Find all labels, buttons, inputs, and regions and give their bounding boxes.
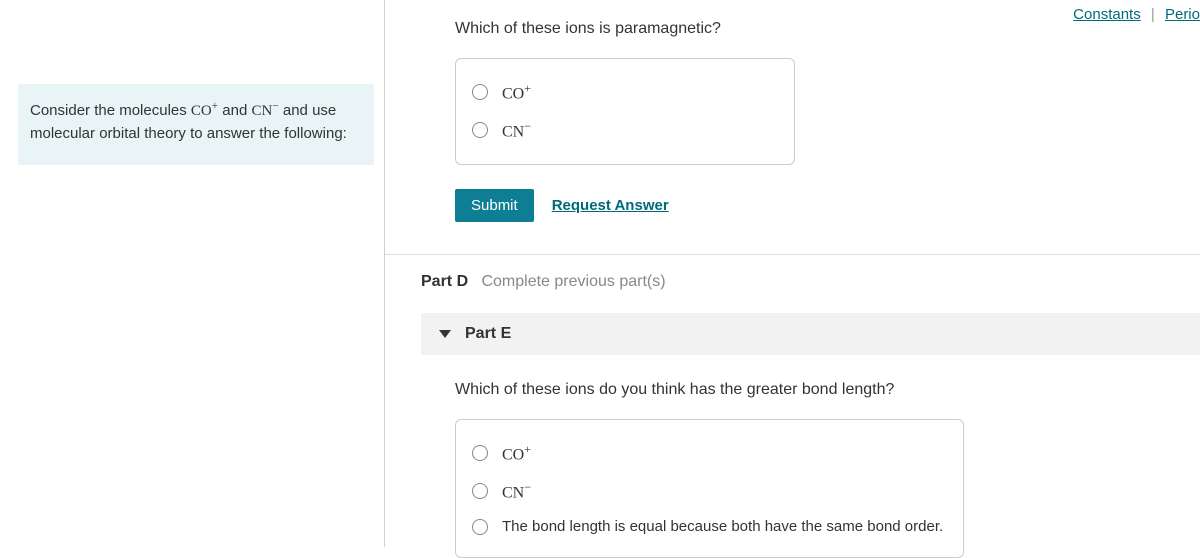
part-c-actions: Submit Request Answer	[455, 189, 1200, 222]
choice-label: CN−	[502, 119, 531, 141]
top-links: Constants | Perio	[1073, 6, 1200, 23]
choice-cn-minus[interactable]: CN−	[468, 111, 778, 149]
radio-icon[interactable]	[472, 483, 488, 499]
choice-label: CO+	[502, 81, 531, 103]
choice-e-cn-minus[interactable]: CN−	[468, 472, 947, 510]
choice-e-equal[interactable]: The bond length is equal because both ha…	[468, 510, 947, 543]
part-d-label: Part D	[421, 273, 468, 290]
part-e-header[interactable]: Part E	[421, 313, 1200, 355]
choice-co-plus[interactable]: CO+	[468, 73, 778, 111]
request-answer-link[interactable]: Request Answer	[552, 197, 669, 214]
part-d-row: Part D Complete previous part(s)	[421, 273, 1200, 291]
radio-icon[interactable]	[472, 84, 488, 100]
choice-label: CO+	[502, 442, 531, 464]
prompt-prefix: Consider the molecules	[30, 102, 191, 119]
part-e-title: Part E	[465, 325, 511, 343]
radio-icon[interactable]	[472, 122, 488, 138]
periodic-link[interactable]: Perio	[1165, 6, 1200, 23]
choice-e-co-plus[interactable]: CO+	[468, 434, 947, 472]
submit-button[interactable]: Submit	[455, 189, 534, 222]
choice-label: The bond length is equal because both ha…	[502, 518, 943, 535]
part-c-choices: CO+ CN−	[455, 58, 795, 165]
prompt-mol2: CN−	[252, 103, 279, 119]
link-separator: |	[1151, 6, 1155, 23]
problem-prompt: Consider the molecules CO+ and CN− and u…	[18, 84, 374, 165]
radio-icon[interactable]	[472, 445, 488, 461]
part-e-question: Which of these ions do you think has the…	[455, 381, 1200, 399]
constants-link[interactable]: Constants	[1073, 6, 1141, 23]
radio-icon[interactable]	[472, 519, 488, 535]
right-column: Constants | Perio Which of these ions is…	[385, 0, 1200, 547]
left-column: Consider the molecules CO+ and CN− and u…	[0, 0, 385, 547]
part-e-choices: CO+ CN− The bond length is equal because…	[455, 419, 964, 558]
divider	[385, 254, 1200, 255]
choice-label: CN−	[502, 480, 531, 502]
caret-down-icon	[439, 330, 451, 338]
prompt-mid: and	[218, 102, 251, 119]
part-d-note: Complete previous part(s)	[481, 273, 665, 290]
prompt-mol1: CO+	[191, 103, 218, 119]
